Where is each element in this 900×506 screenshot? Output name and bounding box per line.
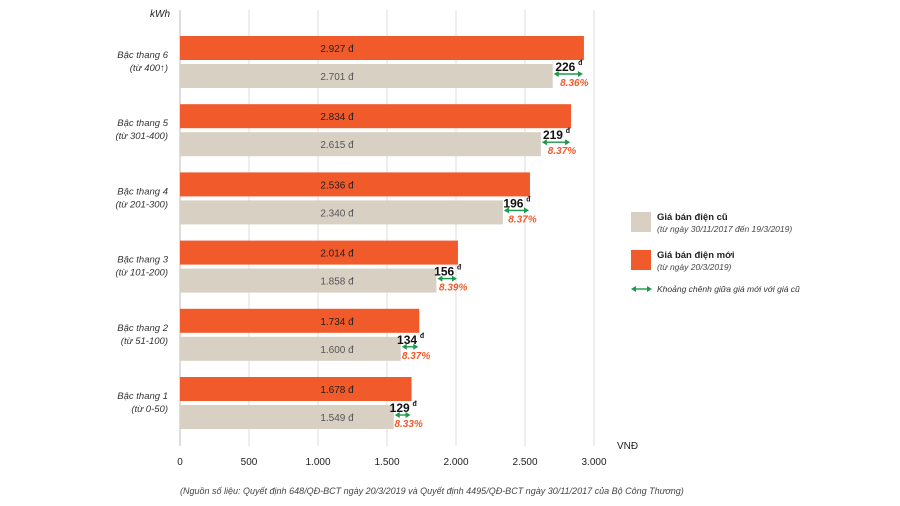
difference-arrow-head-right	[413, 343, 419, 350]
legend-arrow-head-left	[631, 286, 636, 292]
bar-new	[180, 104, 572, 129]
legend-title: Giá bán điện mới	[657, 250, 735, 261]
difference-value: 134	[397, 333, 417, 347]
category-label: Bậc thang 5	[117, 118, 168, 129]
difference-arrow-head-right	[451, 275, 457, 282]
difference-arrow-head-left	[503, 207, 509, 214]
category-range: (từ 201-300)	[116, 199, 169, 210]
bar-old-label: 2.615 đ	[320, 140, 354, 151]
category-range: (từ 101-200)	[116, 268, 169, 279]
bar-new	[180, 36, 584, 60]
bar-new-label: 1.734 đ	[320, 317, 354, 328]
difference-percent: 8.39%	[439, 283, 467, 294]
category-range: (từ 0-50)	[131, 404, 168, 415]
difference-unit: đ	[526, 196, 531, 203]
difference-unit: đ	[420, 333, 425, 340]
difference-arrow-head-right	[577, 71, 583, 77]
difference-percent: 8.37%	[402, 351, 430, 362]
legend-subtitle: (từ ngày 30/11/2017 đến 19/3/2019)	[657, 224, 792, 234]
difference-value: 129	[390, 401, 410, 415]
bar-old-label: 2.340 đ	[320, 208, 354, 219]
category-range: (từ 301-400)	[116, 131, 169, 142]
x-tick-label: 2.500	[512, 457, 537, 468]
legend-title: Giá bán điện cũ	[657, 212, 728, 223]
x-tick-label: 500	[241, 457, 258, 468]
bar-new-label: 1.678 đ	[320, 385, 354, 396]
bar-new-label: 2.834 đ	[320, 112, 354, 123]
difference-value: 226	[555, 60, 575, 74]
bar-new-label: 2.014 đ	[320, 249, 354, 260]
bar-old	[180, 200, 503, 225]
difference-arrow-head-left	[553, 71, 559, 77]
bar-new	[180, 172, 530, 197]
difference-percent: 8.37%	[548, 146, 576, 157]
x-tick-label: 3.000	[581, 457, 606, 468]
bar-new-label: 2.536 đ	[320, 180, 354, 191]
bar-old-label: 1.600 đ	[320, 345, 354, 356]
difference-unit: đ	[457, 265, 462, 272]
x-tick-label: 2.000	[443, 457, 468, 468]
category-label: Bậc thang 3	[117, 255, 168, 266]
difference-percent: 8.37%	[508, 214, 536, 225]
category-range: (từ 400↑)	[130, 63, 168, 74]
category-label: Bậc thang 4	[117, 186, 168, 197]
category-label: Bậc thang 1	[117, 391, 168, 402]
bar-old-label: 2.701 đ	[320, 72, 354, 83]
difference-percent: 8.33%	[394, 419, 422, 430]
category-label: Bậc thang 6	[117, 50, 168, 61]
difference-arrow-head-left	[541, 139, 547, 146]
difference-arrow-head-left	[437, 275, 443, 282]
bar-old	[180, 132, 541, 157]
difference-percent: 8.36%	[560, 78, 588, 89]
legend-swatch	[631, 250, 651, 270]
bar-new	[180, 308, 420, 333]
bar-old	[180, 405, 394, 429]
difference-arrow-head-left	[401, 343, 407, 350]
difference-arrow-head-left	[394, 412, 400, 418]
bar-old	[180, 64, 553, 88]
bar-new	[180, 240, 458, 265]
x-axis-title: VNĐ	[617, 441, 638, 452]
difference-unit: đ	[412, 401, 417, 408]
bar-old-label: 1.858 đ	[320, 277, 354, 288]
difference-arrow-head-right	[565, 139, 571, 146]
difference-arrow-head-right	[523, 207, 529, 214]
legend-title: Khoảng chênh giữa giá mới với giá cũ	[657, 284, 800, 294]
category-range: (từ 51-100)	[121, 336, 168, 347]
legend-swatch	[631, 212, 651, 232]
bar-old-label: 1.549 đ	[320, 413, 354, 424]
x-tick-label: 1.000	[305, 457, 330, 468]
bar-old	[180, 268, 437, 293]
category-label: Bậc thang 2	[117, 323, 168, 334]
legend-arrow-head-right	[647, 286, 652, 292]
difference-unit: đ	[578, 60, 583, 67]
source-note: (Nguồn số liệu: Quyết định 648/QĐ-BCT ng…	[180, 486, 684, 496]
difference-arrow-head-right	[405, 412, 411, 418]
bar-old	[180, 336, 401, 361]
bar-new	[180, 377, 412, 401]
difference-value: 219	[543, 128, 563, 142]
bar-new-label: 2.927 đ	[320, 44, 354, 55]
difference-unit: đ	[566, 128, 571, 135]
legend-subtitle: (từ ngày 20/3/2019)	[657, 262, 732, 272]
x-tick-label: 1.500	[374, 457, 399, 468]
y-axis-title: kWh	[150, 9, 170, 20]
difference-value: 156	[434, 265, 454, 279]
x-tick-label: 0	[177, 457, 183, 468]
difference-value: 196	[503, 196, 523, 210]
